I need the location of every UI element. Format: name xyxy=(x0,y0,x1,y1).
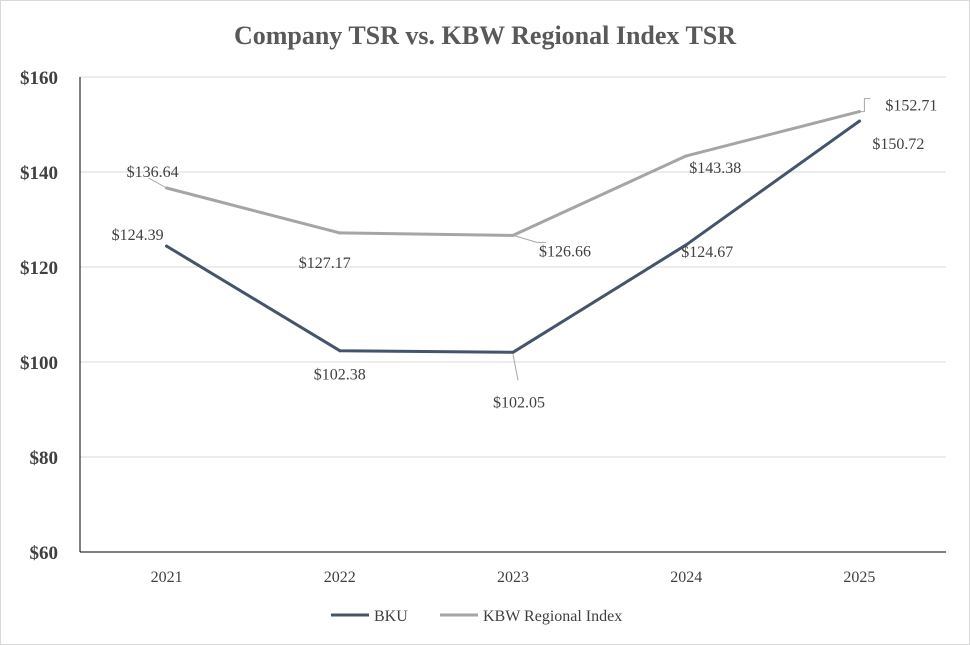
kbw-data-label: $143.38 xyxy=(689,160,741,177)
axes xyxy=(79,77,946,553)
x-tick-label: 2022 xyxy=(324,569,356,586)
kbw-data-point xyxy=(165,186,169,190)
label-leader-line xyxy=(148,177,167,189)
bku-data-point xyxy=(684,243,688,247)
y-tick-label: $60 xyxy=(30,543,59,564)
x-axis-ticks: 2021 2022 2023 2024 2025 xyxy=(151,569,876,586)
legend: BKU KBW Regional Index xyxy=(331,608,622,625)
bku-data-label: $102.38 xyxy=(314,367,366,384)
kbw-data-point xyxy=(338,231,342,235)
bku-data-label: $150.72 xyxy=(872,136,924,153)
kbw-data-point xyxy=(511,233,515,237)
y-tick-label: $80 xyxy=(30,448,59,469)
kbw-data-label: $126.66 xyxy=(539,243,591,260)
label-leader-line xyxy=(512,354,519,381)
bku-data-point xyxy=(165,244,169,248)
x-tick-label: 2021 xyxy=(151,569,183,586)
series-line-kbw-regional-index xyxy=(165,110,861,237)
label-leader-line xyxy=(512,234,546,243)
x-tick-label: 2023 xyxy=(497,569,529,586)
chart-title: Company TSR vs. KBW Regional Index TSR xyxy=(234,21,736,50)
x-tick-label: 2025 xyxy=(843,569,875,586)
y-tick-label: $140 xyxy=(20,163,58,184)
kbw-data-label: $127.17 xyxy=(299,255,351,272)
x-tick-label: 2024 xyxy=(670,569,702,586)
bku-data-label: $124.39 xyxy=(112,227,164,244)
y-tick-label: $100 xyxy=(20,353,58,374)
data-labels: $124.39 $102.38 $102.05 $124.67 $150.72 $136.… xyxy=(112,98,938,412)
legend-label-kbw-regional-index: KBW Regional Index xyxy=(483,608,622,625)
y-axis-ticks: $60 $80 $100 $120 $140 $160 xyxy=(20,68,58,564)
series-lines xyxy=(165,110,861,354)
bku-data-point xyxy=(338,349,342,353)
label-leader-line xyxy=(859,98,871,113)
bku-data-point xyxy=(511,350,515,354)
bku-data-label: $124.67 xyxy=(681,244,733,261)
legend-label-bku: BKU xyxy=(374,608,408,625)
bku-data-point xyxy=(857,119,861,123)
kbw-data-point xyxy=(684,154,688,158)
gridlines xyxy=(80,76,946,458)
kbw-data-label: $152.71 xyxy=(885,98,937,115)
y-tick-label: $120 xyxy=(20,258,58,279)
y-tick-label: $160 xyxy=(20,68,58,89)
kbw-data-label: $136.64 xyxy=(127,164,179,181)
kbw-data-point xyxy=(857,110,861,114)
bku-data-label: $102.05 xyxy=(493,394,545,411)
leader-lines xyxy=(148,98,871,381)
